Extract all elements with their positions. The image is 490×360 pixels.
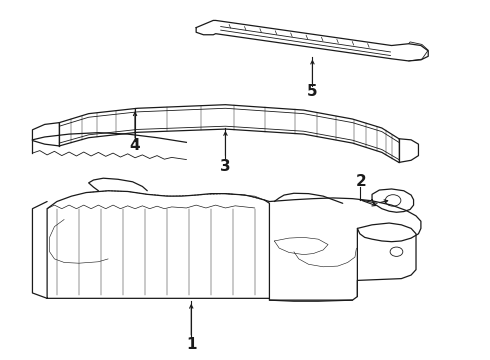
Text: 3: 3 [220, 159, 231, 174]
Text: 2: 2 [355, 174, 366, 189]
Text: 1: 1 [186, 337, 196, 352]
Text: 5: 5 [307, 84, 318, 99]
Text: 4: 4 [130, 139, 140, 153]
